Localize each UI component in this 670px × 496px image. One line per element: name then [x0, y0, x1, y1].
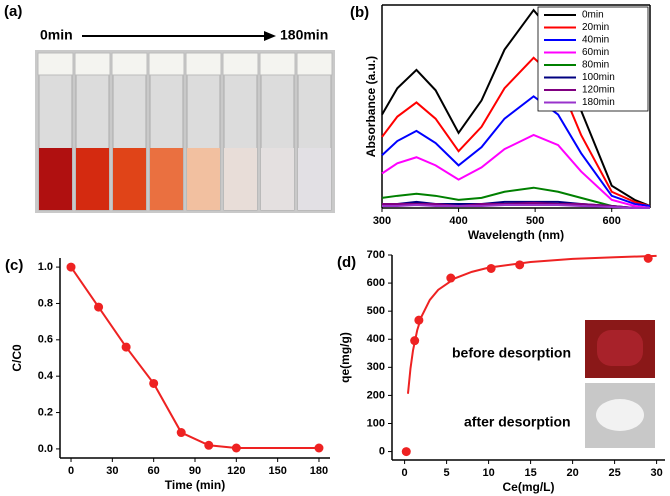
marker	[149, 378, 159, 388]
y-axis-label: qe(mg/g)	[338, 332, 352, 383]
legend-label: 40min	[582, 35, 609, 46]
x-axis-label: Time (min)	[165, 478, 225, 492]
series-line	[382, 201, 650, 209]
annotation: after desorption	[464, 414, 571, 430]
series-line	[382, 203, 650, 209]
arrow-head	[264, 31, 276, 41]
series-line	[381, 133, 651, 209]
liquid	[187, 148, 220, 210]
legend-label: 100min	[582, 72, 615, 83]
x-tick-label: 150	[268, 465, 286, 477]
annotation: before desorption	[452, 345, 571, 361]
series-line	[406, 254, 657, 394]
liquid	[261, 148, 294, 210]
x-tick-label: 500	[526, 215, 544, 227]
photo-panel: (a) 0min 180min	[4, 3, 335, 213]
panel-label: (d)	[337, 254, 356, 271]
cap	[74, 52, 111, 76]
legend-label: 80min	[582, 60, 609, 71]
cap	[37, 52, 74, 76]
cap	[111, 52, 148, 76]
cap	[296, 52, 333, 76]
y-tick-label: 100	[367, 417, 385, 429]
x-tick-label: 180	[310, 465, 328, 477]
powder	[596, 399, 644, 431]
x-axis-label: Wavelength (nm)	[468, 228, 564, 242]
marker	[176, 428, 186, 438]
marker	[66, 262, 76, 272]
x-tick-label: 15	[524, 467, 536, 479]
marker	[204, 440, 214, 450]
x-tick-label: 10	[482, 467, 494, 479]
x-tick-label: 400	[449, 215, 467, 227]
legend-label: 0min	[582, 10, 604, 21]
y-tick-label: 600	[367, 277, 385, 289]
y-tick-label: 300	[367, 361, 385, 373]
powder	[597, 330, 643, 366]
x-tick-label: 30	[106, 465, 118, 477]
y-tick-label: 0.8	[38, 297, 53, 309]
cap	[222, 52, 259, 76]
y-tick-label: 0.2	[38, 406, 53, 418]
y-tick-label: 700	[367, 249, 385, 261]
x-tick-label: 300	[373, 215, 391, 227]
legend-box	[537, 6, 649, 112]
x-tick-label: 90	[189, 465, 201, 477]
legend-label: 60min	[582, 47, 609, 58]
x-tick-label: 60	[148, 465, 160, 477]
cap	[185, 52, 222, 76]
liquid	[113, 148, 146, 210]
x-tick-label: 0	[68, 465, 74, 477]
x-tick-label: 30	[650, 467, 662, 479]
x-tick-label: 20	[566, 467, 578, 479]
x-tick-label: 0	[402, 467, 408, 479]
marker	[314, 443, 324, 453]
y-tick-label: 500	[367, 305, 385, 317]
liquid	[224, 148, 257, 210]
marker	[231, 443, 241, 453]
end-label: 180min	[280, 27, 328, 43]
marker	[121, 342, 131, 352]
y-axis-label: Absorbance (a.u.)	[364, 56, 378, 157]
series-line	[381, 8, 651, 207]
y-tick-label: 0.6	[38, 334, 53, 346]
x-tick-label: 25	[608, 467, 620, 479]
marker	[401, 447, 411, 457]
liquid	[298, 148, 331, 210]
start-label: 0min	[40, 27, 73, 43]
liquid	[39, 148, 72, 210]
y-tick-label: 200	[367, 389, 385, 401]
cap	[148, 52, 185, 76]
legend-label: 180min	[582, 97, 615, 108]
vials	[37, 52, 333, 211]
x-tick-label: 5	[444, 467, 450, 479]
y-tick-label: 0.4	[38, 370, 54, 382]
cap	[259, 52, 296, 76]
liquid	[150, 148, 183, 210]
marker	[94, 302, 104, 312]
y-tick-label: 400	[367, 333, 385, 345]
y-tick-label: 1.0	[38, 261, 53, 273]
x-axis-label: Ce(mg/L)	[503, 480, 555, 494]
panel-label: (c)	[5, 257, 23, 274]
y-axis-label: C/C0	[10, 344, 24, 372]
y-tick-label: 0.0	[38, 443, 53, 455]
y-tick-label: 0	[379, 445, 385, 457]
x-tick-label: 120	[227, 465, 245, 477]
series-line	[381, 95, 651, 207]
series-line	[70, 266, 319, 449]
liquid	[76, 148, 109, 210]
panel-label: (b)	[350, 4, 369, 21]
legend-label: 20min	[582, 22, 609, 33]
legend-label: 120min	[582, 85, 615, 96]
x-tick-label: 600	[603, 215, 621, 227]
panel-label: (a)	[4, 3, 22, 20]
series-line	[381, 56, 651, 207]
